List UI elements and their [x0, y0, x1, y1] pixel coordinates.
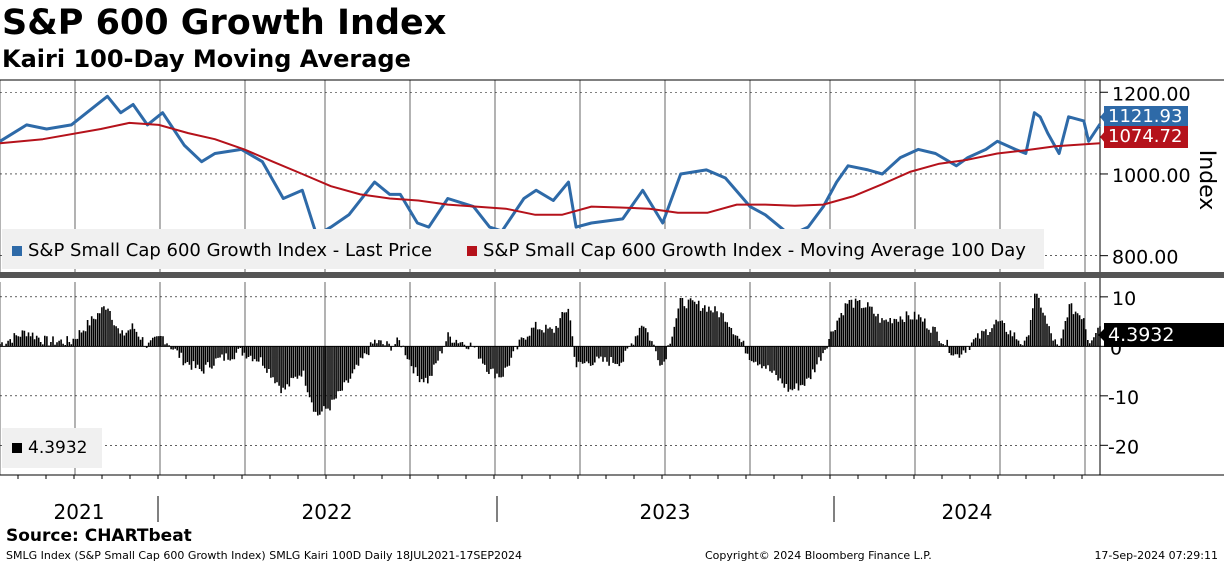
- legend-label-kairi: 4.3932: [28, 438, 88, 458]
- last-price-tag: 1121.93: [1104, 106, 1189, 128]
- x-tick-label: 2023: [640, 500, 691, 524]
- legend-label-last-price: S&P Small Cap 600 Growth Index - Last Pr…: [28, 240, 433, 261]
- x-tick-label: 2024: [942, 500, 993, 524]
- chart-subtitle: Kairi 100-Day Moving Average: [2, 45, 411, 73]
- price-legend: S&P Small Cap 600 Growth Index - Last Pr…: [2, 229, 1044, 269]
- bottom-y-tick-label: 10: [1112, 288, 1136, 310]
- legend-last-price[interactable]: S&P Small Cap 600 Growth Index - Last Pr…: [12, 240, 432, 261]
- footer-timestamp: 17-Sep-2024 07:29:11: [1094, 549, 1218, 562]
- footer-copyright: Copyright© 2024 Bloomberg Finance L.P.: [705, 549, 932, 562]
- moving-average-line: [0, 121, 1101, 216]
- legend-label-moving-average: S&P Small Cap 600 Growth Index - Moving …: [483, 240, 1026, 261]
- top-y-tick-label: 800.00: [1112, 247, 1178, 269]
- bottom-y-tick-label: -20: [1108, 436, 1139, 458]
- chart-title: S&P 600 Growth Index: [2, 3, 447, 43]
- last-price-line: [0, 94, 1102, 237]
- footer-ticker: SMLG Index (S&P Small Cap 600 Growth Ind…: [6, 549, 522, 562]
- x-tick-label: 2022: [302, 500, 353, 524]
- top-y-tick-label: 1200.00: [1112, 83, 1191, 105]
- source-note: Source: CHARTbeat: [6, 526, 192, 546]
- kairi-last-tag: 4.3932: [1104, 323, 1224, 347]
- bottom-y-tick-label: -10: [1108, 387, 1139, 409]
- moving-average-tag: 1074.72: [1104, 126, 1189, 148]
- legend-swatch-kairi: [12, 443, 22, 453]
- legend-moving-average[interactable]: S&P Small Cap 600 Growth Index - Moving …: [467, 240, 1026, 261]
- legend-swatch-moving-average: [467, 245, 477, 256]
- legend-swatch-last-price: [12, 245, 22, 256]
- kairi-legend: 4.3932: [2, 428, 102, 468]
- kairi-bars: [0, 293, 1101, 416]
- top-y-tick-label: 1000.00: [1112, 165, 1191, 187]
- x-tick-label: 2021: [54, 500, 105, 524]
- panel-divider: [0, 272, 1224, 278]
- legend-kairi[interactable]: 4.3932: [12, 438, 87, 458]
- y-axis-title: Index: [1194, 150, 1219, 211]
